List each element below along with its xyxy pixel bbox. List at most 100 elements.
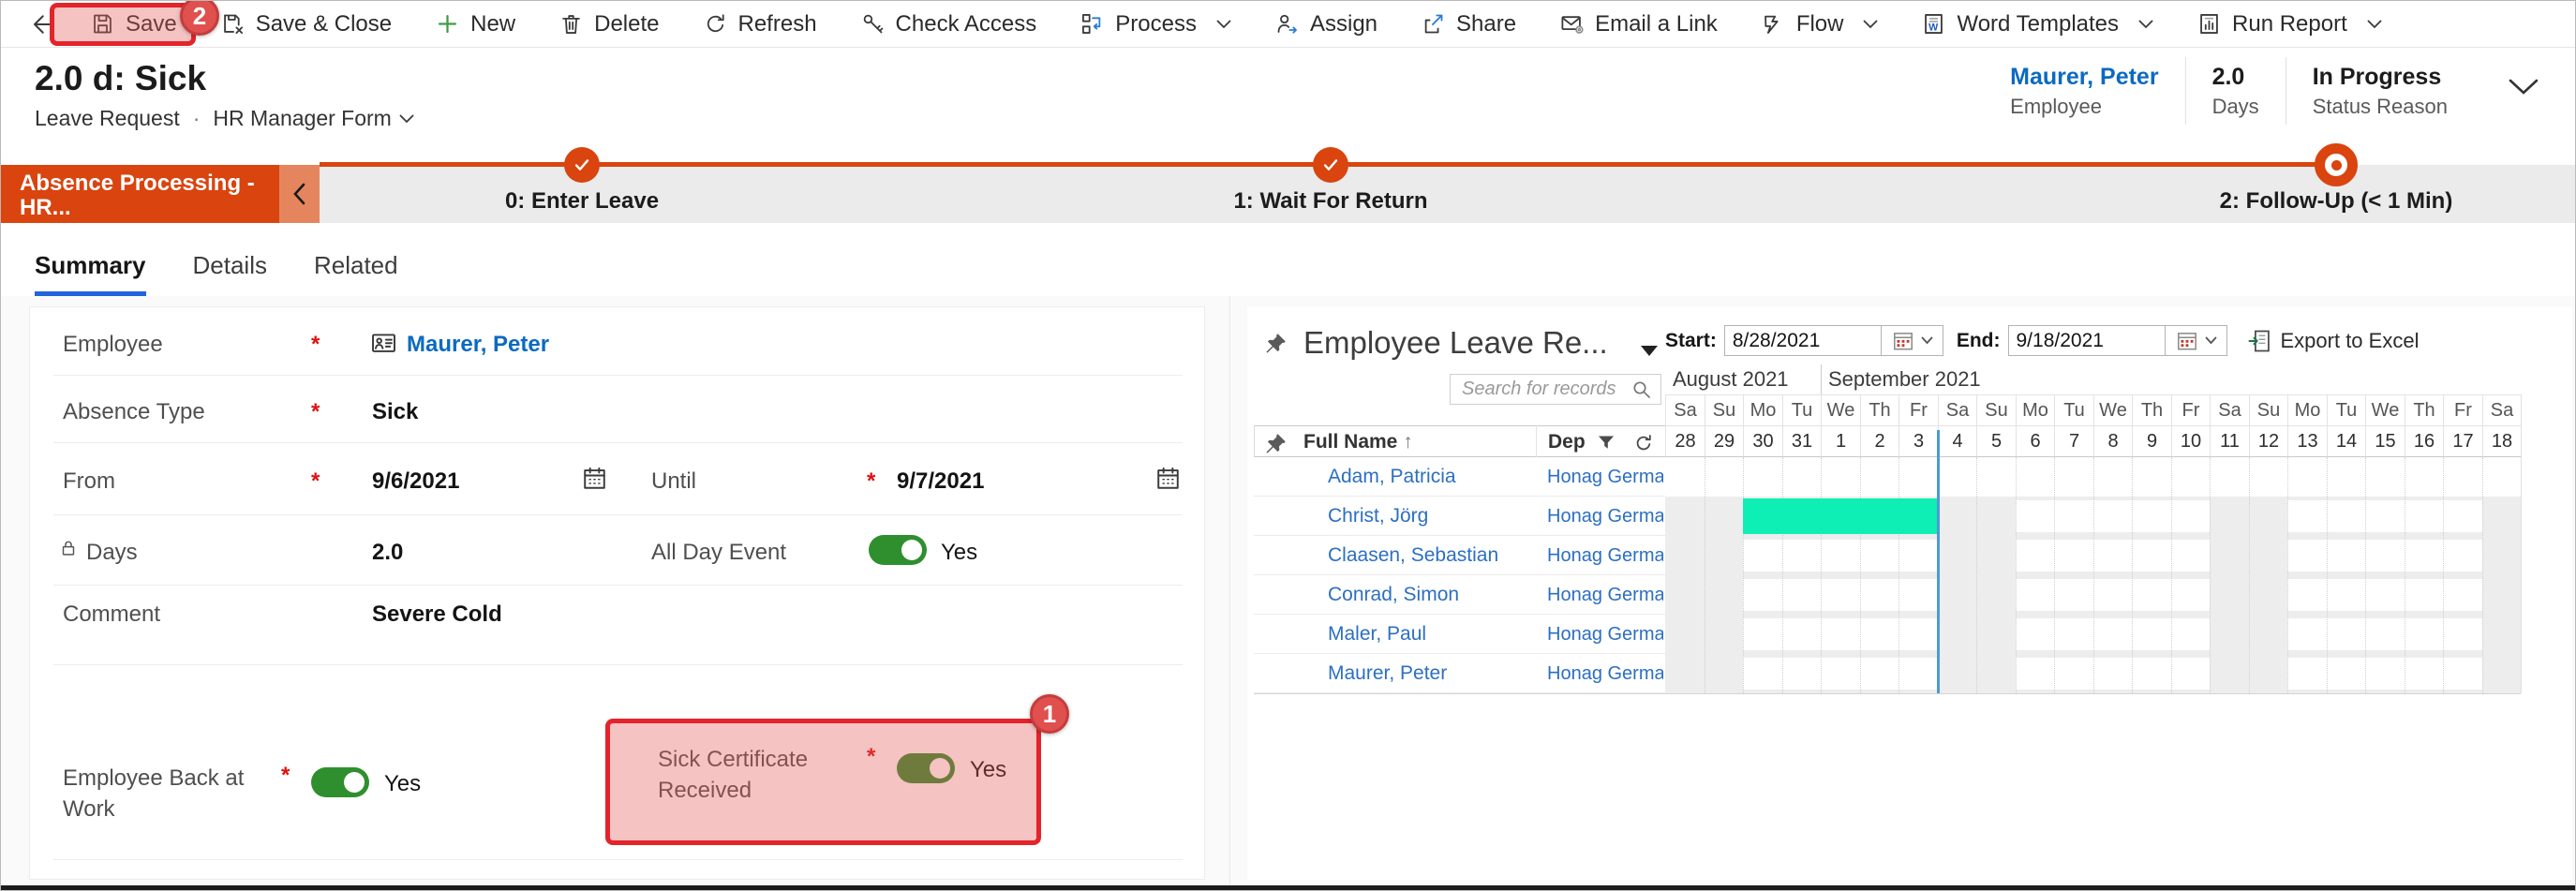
until-date-value[interactable]: 9/7/2021 (897, 468, 985, 494)
header-expand-chevron-icon[interactable] (2508, 78, 2539, 97)
bpf-process-header[interactable]: Absence Processing - HR... Active for 11… (1, 165, 279, 243)
gantt-row-2 (1665, 536, 2521, 575)
date-cell: 2 (1860, 425, 1898, 457)
toolbar-button-save-close[interactable]: Save & Close (199, 1, 413, 47)
table-row[interactable]: Claasen, Sebastian Honag Germany (1254, 536, 1665, 575)
table-row[interactable]: Maler, Paul Honag Germany (1254, 615, 1665, 654)
toolbar-button-new[interactable]: New (413, 1, 537, 47)
search-icon[interactable] (1630, 379, 1653, 401)
calendar-icon[interactable] (581, 465, 608, 492)
all-day-event-toggle[interactable] (869, 535, 927, 565)
toolbar-button-save[interactable]: Save (68, 1, 199, 47)
table-row[interactable]: Maurer, Peter Honag Germany (1254, 654, 1665, 693)
chevron-down-icon (2138, 20, 2153, 29)
toolbar-button-word-templates[interactable]: W Word Templates (1899, 1, 2175, 47)
department-link[interactable]: Honag Germany (1547, 545, 1663, 566)
day-of-week-cell: Su (2249, 394, 2287, 425)
filter-icon[interactable] (1595, 432, 1617, 454)
business-process-flow: Absence Processing - HR... Active for 11… (1, 143, 2575, 243)
date-cell: 31 (1782, 425, 1821, 457)
back-button[interactable] (20, 10, 68, 38)
employee-back-at-work-toggle[interactable] (311, 767, 369, 797)
absence-type-required-asterisk: * (311, 399, 320, 424)
bpf-stage-circle-2-active[interactable] (2315, 143, 2358, 186)
start-date-input[interactable] (1723, 325, 1882, 356)
employee-name-link[interactable]: Christ, Jörg (1328, 505, 1429, 527)
column-header-full-name[interactable]: Full Name ↑ (1303, 431, 1413, 453)
gantt-day-gridline (2443, 457, 2444, 693)
start-date-picker[interactable] (1881, 325, 1943, 356)
date-cell: 13 (2287, 425, 2327, 457)
table-row[interactable]: Conrad, Simon Honag Germany (1254, 575, 1665, 615)
tab-details[interactable]: Details (192, 251, 267, 279)
bpf-stage-circle-1-done[interactable] (1313, 147, 1348, 183)
toolbar-button-assign[interactable]: Assign (1253, 1, 1399, 47)
search-input[interactable] (1460, 378, 1630, 401)
employee-name-link[interactable]: Maler, Paul (1328, 623, 1427, 645)
refresh-icon[interactable] (1632, 432, 1655, 454)
excel-icon (2246, 328, 2272, 354)
export-to-excel-button[interactable]: Export to Excel (2246, 328, 2419, 354)
pin-icon[interactable] (1262, 331, 1288, 357)
save-close-icon (220, 11, 246, 37)
date-cell: 29 (1705, 425, 1743, 457)
bpf-stage-label-2[interactable]: 2: Follow-Up (< 1 Min) (2219, 188, 2453, 214)
day-of-week-cell: Sa (2210, 394, 2249, 425)
stat-value[interactable]: Maurer, Peter (2010, 63, 2159, 90)
form-selector[interactable]: HR Manager Form (213, 106, 414, 131)
calendar-icon[interactable] (1154, 465, 1182, 492)
toolbar-button-process[interactable]: Process (1058, 1, 1253, 47)
toolbar-button-share[interactable]: Share (1399, 1, 1538, 47)
end-date-label: End: (1956, 329, 2001, 351)
department-link[interactable]: Honag Germany (1547, 506, 1663, 527)
absence-type-value[interactable]: Sick (372, 399, 419, 424)
toolbar-button-email-a-link[interactable]: Email a Link (1538, 1, 1739, 47)
record-search-box[interactable] (1450, 374, 1661, 405)
department-link[interactable]: Honag Germany (1547, 624, 1663, 645)
from-date-value[interactable]: 9/6/2021 (372, 468, 460, 494)
employee-name-link[interactable]: Maurer, Peter (1328, 662, 1448, 684)
bpf-stage-circle-0-done[interactable] (564, 147, 600, 183)
toolbar-button-refresh[interactable]: Refresh (681, 1, 839, 47)
day-of-week-cell: We (2093, 394, 2132, 425)
day-of-week-cell: Th (2405, 394, 2443, 425)
sick-certificate-received-toggle[interactable] (897, 753, 955, 783)
department-link[interactable]: Honag Germany (1547, 585, 1663, 605)
end-date-input[interactable] (2007, 325, 2166, 356)
pin-icon[interactable] (1262, 431, 1288, 457)
employee-back-at-work-value: Yes (384, 771, 422, 796)
field-row-employee: Employee * Maurer, Peter (30, 307, 1204, 375)
toolbar-button-delete[interactable]: Delete (537, 1, 680, 47)
day-of-week-cell: Sa (1938, 394, 1976, 425)
all-day-event-label: All Day Event (651, 540, 787, 565)
employee-name-link[interactable]: Adam, Patricia (1328, 466, 1456, 487)
department-link[interactable]: Honag Germany (1547, 467, 1663, 487)
toolbar-button-check-access[interactable]: Check Access (839, 1, 1059, 47)
end-date-picker[interactable] (2165, 325, 2227, 356)
panel-title-caret-icon[interactable] (1641, 346, 1658, 356)
table-row[interactable]: Christ, Jörg Honag Germany (1254, 497, 1665, 536)
table-row[interactable]: Adam, Patricia Honag Germany (1254, 457, 1665, 497)
toolbar-button-run-report[interactable]: Run Report (2175, 1, 2404, 47)
leave-bar[interactable] (1743, 498, 1938, 534)
flow-icon (1761, 11, 1786, 37)
gantt-day-gridline (2093, 457, 2094, 693)
department-link[interactable]: Honag Germany (1547, 663, 1663, 684)
bpf-collapse-button[interactable] (279, 165, 320, 223)
word-templates-icon: W (1921, 11, 1946, 37)
share-icon (1421, 11, 1446, 37)
day-of-week-cell: Tu (1782, 394, 1821, 425)
employee-name-link[interactable]: Claasen, Sebastian (1328, 544, 1499, 566)
employee-value-link[interactable]: Maurer, Peter (407, 332, 550, 357)
tab-related[interactable]: Related (313, 251, 398, 279)
panel-title[interactable]: Employee Leave Re... (1303, 325, 1608, 360)
day-of-week-cell: Mo (2287, 394, 2327, 425)
column-header-dep[interactable]: Dep (1548, 431, 1586, 453)
employee-name-link[interactable]: Conrad, Simon (1328, 584, 1460, 605)
comment-value[interactable]: Severe Cold (372, 601, 502, 627)
bpf-stage-label-0[interactable]: 0: Enter Leave (504, 188, 660, 214)
bpf-stage-label-1[interactable]: 1: Wait For Return (1233, 188, 1428, 214)
absence-type-label: Absence Type (63, 399, 205, 424)
tab-summary[interactable]: Summary (35, 251, 146, 296)
toolbar-button-flow[interactable]: Flow (1739, 1, 1900, 47)
